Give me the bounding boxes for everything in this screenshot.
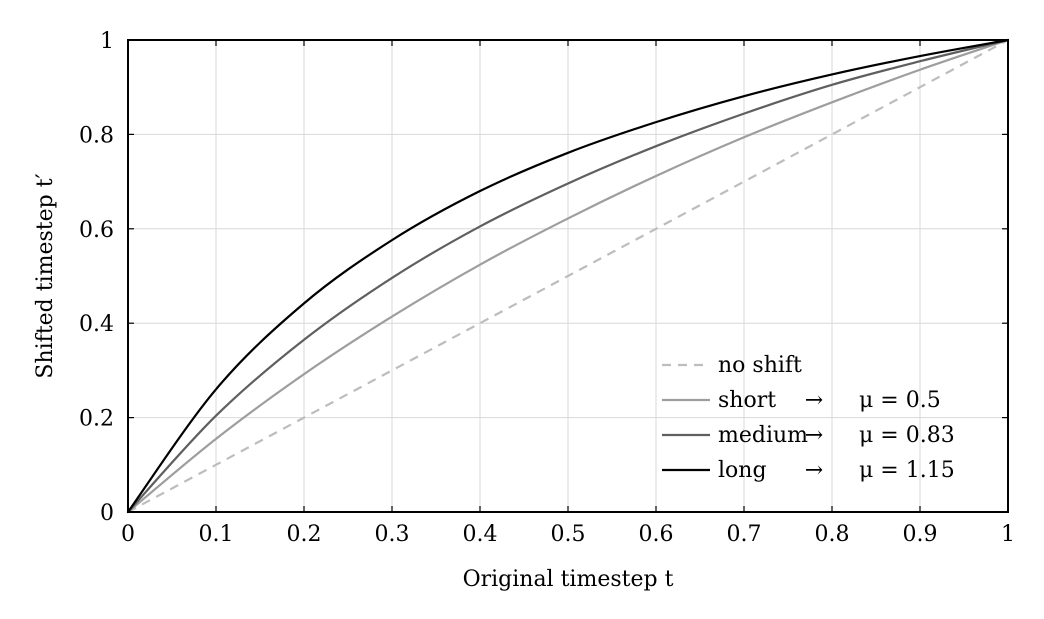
x-tick-label: 0.5 xyxy=(551,522,586,547)
series-layer xyxy=(126,38,1010,514)
x-tick-label: 0.6 xyxy=(639,522,674,547)
y-tick-label: 0 xyxy=(100,501,114,526)
series-line-1 xyxy=(126,38,1010,514)
x-tick-label: 0.9 xyxy=(903,522,938,547)
y-tick-label: 1 xyxy=(100,29,114,54)
x-tick-label: 0.1 xyxy=(199,522,234,547)
ticks: 0 0.1 0.2 0.3 0.4 0.5 0.6 0.7 0.8 0.9 1 0 0.2 0.4 0.6 0… xyxy=(79,29,1015,547)
x-tick-label: 0.4 xyxy=(463,522,498,547)
y-tick-label: 0.4 xyxy=(79,312,114,337)
legend-label: no shift xyxy=(718,353,802,378)
legend-arrow: → xyxy=(805,388,823,413)
series-line-2 xyxy=(126,38,1010,514)
x-tick-label: 1 xyxy=(1001,522,1015,547)
legend-label: long xyxy=(718,458,767,483)
y-tick-label: 0.6 xyxy=(79,218,114,243)
x-tick-label: 0.2 xyxy=(287,522,322,547)
x-tick-label: 0.3 xyxy=(375,522,410,547)
series-line-0 xyxy=(127,39,1009,513)
y-axis-title: Shifted timestep t′ xyxy=(33,173,58,378)
y-tick-label: 0.8 xyxy=(79,123,114,148)
y-tick-label: 0.2 xyxy=(79,407,114,432)
legend-mu: μ = 0.83 xyxy=(859,423,955,448)
x-tick-label: 0 xyxy=(121,522,135,547)
legend-label: medium xyxy=(718,423,808,448)
legend-arrow: → xyxy=(805,458,823,483)
legend-label: short xyxy=(718,388,776,413)
series-line-3 xyxy=(126,38,1010,514)
x-tick-label: 0.8 xyxy=(815,522,850,547)
x-axis-title: Original timestep t xyxy=(463,567,674,592)
legend-arrow: → xyxy=(805,423,823,448)
legend-mu: μ = 1.15 xyxy=(859,458,955,483)
x-tick-label: 0.7 xyxy=(727,522,762,547)
legend-mu: μ = 0.5 xyxy=(859,388,941,413)
